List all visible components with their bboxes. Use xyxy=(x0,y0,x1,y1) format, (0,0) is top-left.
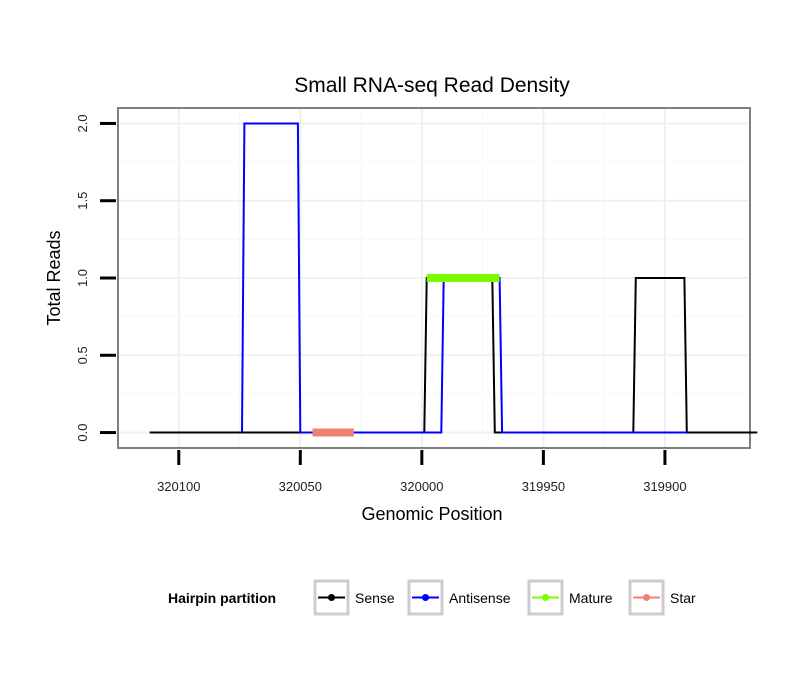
x-tick-label: 319900 xyxy=(643,479,686,494)
plot-panel-border xyxy=(117,107,751,449)
legend-label-mature: Mature xyxy=(569,590,613,606)
y-tick-label: 2.0 xyxy=(75,114,90,132)
legend: Hairpin partition Sense Antisense Mature St… xyxy=(168,579,696,616)
x-tick-label: 320000 xyxy=(400,479,443,494)
legend-label-sense: Sense xyxy=(355,590,395,606)
series-line-antisense xyxy=(241,122,687,434)
legend-key-point xyxy=(542,594,549,601)
x-tick-label: 320100 xyxy=(157,479,200,494)
series-layer xyxy=(149,122,758,437)
y-tick-label: 1.0 xyxy=(75,269,90,287)
y-axis-title: Total Reads xyxy=(44,230,64,325)
axis-layer: 320100 320050 320000 319950 319900 0.0 0.5 1.0 1… xyxy=(75,114,687,494)
x-axis-title: Genomic Position xyxy=(361,504,502,524)
y-tick-label: 0.0 xyxy=(75,424,90,442)
legend-key-point xyxy=(422,594,429,601)
x-tick-label: 319950 xyxy=(522,479,565,494)
y-tick-label: 1.5 xyxy=(75,192,90,210)
legend-label-star: Star xyxy=(670,590,696,606)
legend-title: Hairpin partition xyxy=(168,590,276,606)
x-tick-label: 320050 xyxy=(279,479,322,494)
chart-title: Small RNA-seq Read Density xyxy=(294,74,570,97)
y-tick-label: 0.5 xyxy=(75,346,90,364)
legend-key-point xyxy=(643,594,650,601)
legend-key-point xyxy=(328,594,335,601)
legend-label-antisense: Antisense xyxy=(449,590,511,606)
